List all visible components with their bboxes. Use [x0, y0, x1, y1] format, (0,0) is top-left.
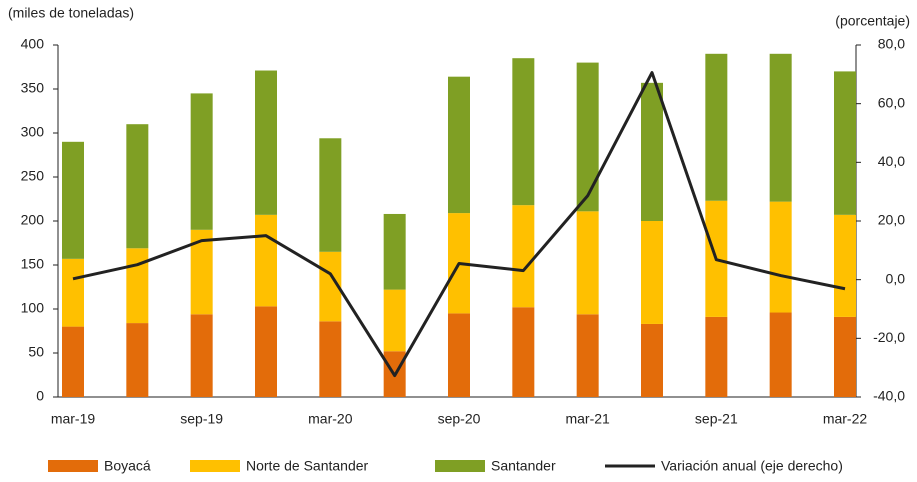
bar-segment — [255, 214, 277, 307]
bar-segment — [255, 306, 277, 397]
y-tick-label: 350 — [21, 80, 45, 96]
bar-segment — [512, 58, 535, 206]
bar-segment — [62, 326, 84, 397]
y2-tick-label: 20,0 — [878, 212, 905, 228]
bar-segment — [190, 93, 213, 230]
y-tick-label: 300 — [21, 124, 45, 140]
y-axis-label: (miles de toneladas) — [8, 5, 134, 21]
y-tick-label: 50 — [28, 344, 44, 360]
y2-axis-label: (porcentaje) — [835, 13, 910, 29]
bar-segment — [448, 76, 470, 214]
bar-segment — [62, 258, 84, 327]
bar-segment — [834, 214, 856, 317]
bar-segment — [448, 313, 470, 397]
bar-segment — [319, 321, 342, 397]
y-tick-label: 250 — [21, 168, 45, 184]
bar-segment — [641, 82, 663, 221]
bar-segment — [705, 316, 728, 397]
bar-segment — [705, 53, 728, 201]
bar-segment — [576, 62, 599, 212]
legend-label: Variación anual (eje derecho) — [661, 458, 843, 474]
bar-segment — [255, 70, 277, 215]
bar-segment — [576, 314, 599, 397]
bar-segment — [126, 124, 149, 249]
bar-segment — [641, 221, 663, 324]
bar-segment — [769, 201, 792, 313]
x-tick-label: mar-20 — [308, 411, 353, 427]
bar-segment — [319, 138, 342, 252]
y-tick-label: 150 — [21, 256, 45, 272]
bar-segment — [641, 323, 663, 397]
y2-tick-label: 80,0 — [878, 36, 905, 52]
bar-segment — [383, 213, 406, 290]
x-tick-label: mar-21 — [565, 411, 610, 427]
y2-tick-label: 40,0 — [878, 153, 905, 169]
x-tick-label: sep-20 — [438, 411, 481, 427]
bar-segment — [512, 205, 535, 308]
legend-swatch — [190, 460, 240, 472]
y-tick-label: 100 — [21, 300, 45, 316]
bar-segment — [126, 248, 149, 324]
y2-tick-label: -20,0 — [873, 329, 905, 345]
bar-segment — [576, 211, 599, 315]
x-tick-label: mar-22 — [823, 411, 868, 427]
bar-segment — [126, 323, 149, 397]
x-tick-label: sep-19 — [180, 411, 223, 427]
x-tick-label: mar-19 — [51, 411, 96, 427]
line-series — [72, 71, 846, 378]
legend-label: Santander — [491, 458, 556, 474]
x-tick-label: sep-21 — [695, 411, 738, 427]
bar-segment — [512, 307, 535, 397]
bar-segment — [62, 141, 84, 259]
bar-segment — [834, 71, 856, 215]
legend-swatch — [48, 460, 98, 472]
y2-tick-label: -40,0 — [873, 388, 905, 404]
bar-segment — [769, 53, 792, 202]
y-tick-label: 0 — [36, 388, 44, 404]
legend-swatch — [435, 460, 485, 472]
bar-segment — [383, 289, 406, 352]
bar-segment — [769, 312, 792, 397]
bar-segment — [190, 314, 213, 397]
bar-segment — [190, 229, 213, 315]
y-tick-label: 200 — [21, 212, 45, 228]
legend-label: Norte de Santander — [246, 458, 369, 474]
bar-segment — [834, 316, 856, 397]
y2-tick-label: 0,0 — [886, 270, 906, 286]
legend-label: Boyacá — [104, 458, 151, 474]
y2-tick-label: 60,0 — [878, 94, 905, 110]
y-tick-label: 400 — [21, 36, 45, 52]
